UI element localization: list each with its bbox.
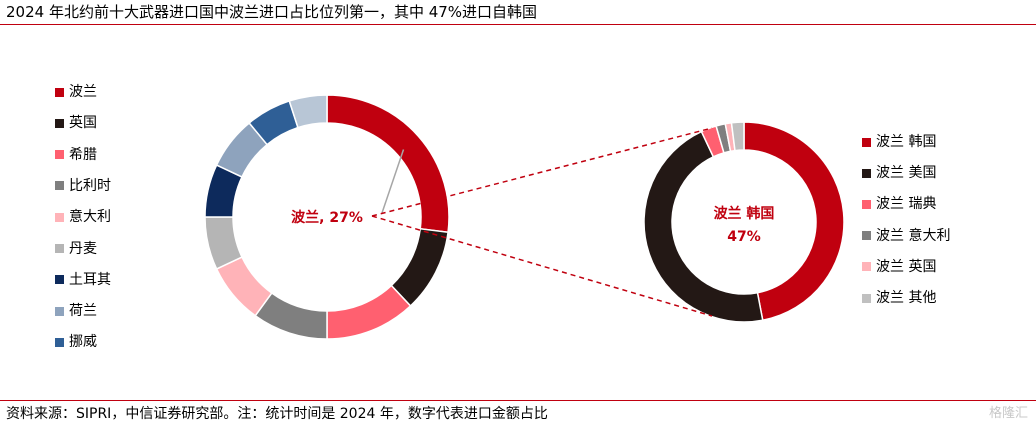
watermark: 格隆汇	[988, 406, 1028, 421]
title-rule	[0, 24, 1036, 25]
connector-line-top	[371, 127, 713, 217]
right-center-label-value: 47%	[727, 229, 761, 245]
legend-swatch	[55, 306, 64, 316]
legend-label: 波兰 意大利	[876, 227, 951, 244]
legend-item: 意大利	[55, 208, 111, 226]
legend-item: 希腊	[55, 146, 97, 164]
legend-item: 英国	[55, 114, 97, 132]
legend-item: 荷兰	[55, 302, 97, 320]
leader-line	[381, 149, 405, 214]
legend-item: 土耳其	[55, 271, 111, 289]
legend-label: 英国	[69, 115, 97, 132]
legend-item: 丹麦	[55, 240, 97, 258]
legend-swatch	[862, 137, 871, 147]
legend-swatch	[55, 181, 64, 191]
source-note: 资料来源：SIPRI，中信证券研究部。注：统计时间是 2024 年，数字代表进口…	[6, 406, 548, 422]
legend-swatch	[55, 87, 64, 97]
left-center-label: 波兰, 27%	[291, 209, 363, 226]
legend-label: 比利时	[69, 177, 111, 194]
slice-unlabeled	[288, 94, 328, 129]
legend-label: 波兰 韩国	[876, 134, 937, 150]
legend-swatch	[55, 212, 64, 222]
right-center-label-name: 波兰 韩国	[714, 205, 775, 222]
legend-swatch	[862, 262, 871, 272]
legend-label: 希腊	[69, 146, 97, 163]
slice-希腊	[326, 284, 412, 340]
legend-label: 土耳其	[69, 271, 111, 288]
legend-swatch	[55, 244, 64, 253]
legend-item: 挪威	[55, 333, 97, 351]
legend-swatch	[55, 337, 64, 347]
legend-swatch	[55, 118, 64, 128]
legend-swatch	[862, 231, 871, 241]
chart-canvas: 波兰, 27% 波兰 韩国 47%	[204, 94, 845, 340]
chart-title: 2024 年北约前十大武器进口国中波兰进口占比位列第一，其中 47%进口自韩国	[6, 3, 538, 21]
legend-item: 比利时	[55, 177, 111, 195]
legend-item: 波兰 美国	[862, 164, 936, 182]
legend-item: 波兰	[55, 83, 97, 101]
slice-波兰 韩国	[743, 121, 845, 322]
legend-label: 丹麦	[69, 240, 97, 257]
legend-item: 波兰 英国	[862, 258, 936, 276]
legend-swatch	[55, 275, 64, 285]
legend-label: 荷兰	[69, 303, 97, 320]
donut-chart-right	[643, 121, 845, 323]
legend-item: 波兰 其他	[862, 289, 936, 307]
donut-chart-left	[204, 94, 450, 340]
legend-label: 波兰 美国	[876, 165, 937, 182]
legend-item: 波兰 瑞典	[862, 195, 936, 213]
legend-swatch	[862, 293, 871, 303]
legend-label: 波兰	[69, 84, 97, 100]
legend-swatch	[862, 199, 871, 209]
legend-item: 波兰 韩国	[862, 133, 936, 151]
slice-波兰 其他	[730, 121, 745, 152]
legend-item: 波兰 意大利	[862, 227, 950, 245]
legend-label: 波兰 瑞典	[876, 196, 937, 213]
legend-swatch	[862, 168, 871, 178]
footer-rule	[0, 400, 1036, 401]
legend-swatch	[55, 150, 64, 160]
legend-label: 挪威	[69, 334, 97, 351]
legend-label: 意大利	[69, 209, 111, 226]
slice-波兰 美国	[643, 130, 764, 323]
legend-label: 波兰 英国	[876, 258, 937, 275]
legend-label: 波兰 其他	[876, 290, 937, 306]
